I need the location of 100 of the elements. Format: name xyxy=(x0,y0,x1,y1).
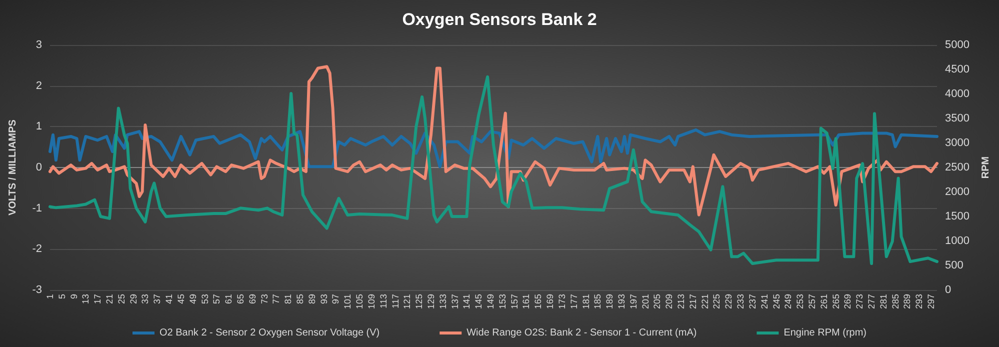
x-tick-label: 197 xyxy=(628,294,638,310)
x-tick-label: 213 xyxy=(676,294,686,310)
x-tick-label: 289 xyxy=(902,294,912,310)
y2-tick-label: 1000 xyxy=(945,235,970,247)
x-tick-label: 93 xyxy=(318,294,329,304)
x-tick-label: 101 xyxy=(342,294,353,310)
x-tick-label: 285 xyxy=(890,294,900,310)
x-tick-label: 117 xyxy=(390,294,400,308)
x-tick-label: 269 xyxy=(842,294,853,310)
x-tick-label: 281 xyxy=(878,294,888,310)
x-tick-label: 189 xyxy=(604,294,615,310)
x-tick-label: 1 xyxy=(45,294,55,300)
x-tick-label: 233 xyxy=(736,294,746,310)
x-tick-label: 61 xyxy=(224,294,234,304)
x-tick-label: 109 xyxy=(366,294,376,310)
line-series xyxy=(48,65,938,216)
chart-title: Oxygen Sensors Bank 2 xyxy=(402,10,597,29)
y-tick-label: 2 xyxy=(36,80,42,92)
x-tick-label: 21 xyxy=(104,294,115,304)
y2-tick-label: 3000 xyxy=(945,137,970,149)
x-tick-label: 161 xyxy=(521,294,532,310)
x-tick-label: 293 xyxy=(914,294,924,310)
x-tick-label: 185 xyxy=(592,294,603,310)
x-tick-label: 177 xyxy=(568,294,579,310)
x-tick-label: 97 xyxy=(330,294,341,304)
y2-tick-label: 4000 xyxy=(945,88,970,100)
x-tick-label: 145 xyxy=(474,294,484,310)
x-tick-label: 49 xyxy=(188,294,198,304)
x-tick-label: 245 xyxy=(771,294,782,310)
x-tick-label: 29 xyxy=(128,294,138,304)
line-series xyxy=(48,75,938,266)
x-tick-label: 201 xyxy=(640,294,650,310)
x-tick-label: 257 xyxy=(806,294,817,310)
x-tick-label: 5 xyxy=(56,294,67,300)
x-tick-label: 53 xyxy=(200,294,210,304)
line-series xyxy=(48,128,938,168)
x-tick-label: 169 xyxy=(545,294,556,310)
legend-label: Engine RPM (rpm) xyxy=(784,328,867,338)
x-tick-label: 241 xyxy=(759,294,770,310)
x-tick-label: 249 xyxy=(783,294,794,310)
x-tick-label: 9 xyxy=(68,294,79,300)
y2-tick-label: 500 xyxy=(945,260,964,272)
x-tick-label: 181 xyxy=(580,294,591,310)
x-tick-label: 277 xyxy=(866,294,877,310)
x-tick-label: 133 xyxy=(438,294,448,310)
x-tick-label: 273 xyxy=(854,294,865,310)
y2-axis-title: RPM xyxy=(980,156,992,179)
x-tick-label: 221 xyxy=(700,294,710,310)
x-tick-label: 153 xyxy=(497,294,508,310)
x-tick-label: 229 xyxy=(724,294,734,310)
y2-tick-label: 3500 xyxy=(945,112,970,124)
legend-label: Wide Range O2S: Bank 2 - Sensor 1 - Current (mA) xyxy=(466,328,697,338)
x-tick-label: 265 xyxy=(830,294,841,310)
x-tick-label: 89 xyxy=(306,294,317,304)
x-tick-label: 297 xyxy=(926,294,936,310)
x-tick-label: 69 xyxy=(247,294,258,304)
y-tick-label: 1 xyxy=(36,120,42,133)
x-tick-label: 57 xyxy=(212,294,222,304)
x-tick-label: 113 xyxy=(378,294,388,308)
x-tick-label: 225 xyxy=(712,294,722,310)
x-tick-label: 85 xyxy=(295,294,306,304)
x-tick-label: 121 xyxy=(402,294,412,310)
y-axis-title: VOLTS / MILLIAMPS xyxy=(8,119,18,216)
x-tick-label: 125 xyxy=(414,294,424,310)
legend-label: O2 Bank 2 - Sensor 2 Oxygen Sensor Voltage (V) xyxy=(160,328,380,338)
y-tick-label: -2 xyxy=(32,243,42,256)
y-tick-label: -3 xyxy=(32,284,42,296)
x-tick-label: 37 xyxy=(152,294,162,304)
x-tick-label: 157 xyxy=(509,294,520,310)
x-tick-label: 73 xyxy=(259,294,270,304)
x-tick-label: 77 xyxy=(271,294,282,304)
y2-tick-label: 1500 xyxy=(945,210,970,222)
x-tick-label: 205 xyxy=(652,294,662,310)
y2-tick-label: 2500 xyxy=(945,162,970,174)
x-tick-label: 13 xyxy=(80,294,91,304)
x-tick-label: 209 xyxy=(664,294,674,310)
x-tick-label: 237 xyxy=(747,294,758,310)
x-tick-label: 65 xyxy=(235,294,246,304)
x-tick-label: 149 xyxy=(486,294,496,310)
y2-tick-label: 4500 xyxy=(945,64,970,76)
y-tick-label: 3 xyxy=(36,39,42,51)
x-tick-label: 193 xyxy=(616,294,626,310)
x-tick-label: 129 xyxy=(426,294,436,310)
x-tick-label: 41 xyxy=(164,294,174,304)
x-tick-label: 105 xyxy=(354,294,365,310)
y2-tick-label: 2000 xyxy=(945,186,970,198)
x-tick-label: 217 xyxy=(688,294,698,310)
x-tick-label: 253 xyxy=(795,294,806,310)
x-tick-label: 141 xyxy=(462,294,472,310)
x-tick-label: 33 xyxy=(140,294,150,304)
x-tick-label: 25 xyxy=(116,294,126,304)
x-tick-label: 165 xyxy=(533,294,544,310)
y-tick-label: -1 xyxy=(32,202,42,214)
x-tick-label: 137 xyxy=(450,294,460,310)
x-tick-label: 81 xyxy=(283,294,294,304)
x-tick-label: 261 xyxy=(818,294,829,310)
y2-tick-label: 5000 xyxy=(945,39,970,51)
x-tick-label: 45 xyxy=(176,294,186,304)
x-tick-label: 173 xyxy=(556,294,567,310)
y-tick-label: 0 xyxy=(36,162,42,174)
